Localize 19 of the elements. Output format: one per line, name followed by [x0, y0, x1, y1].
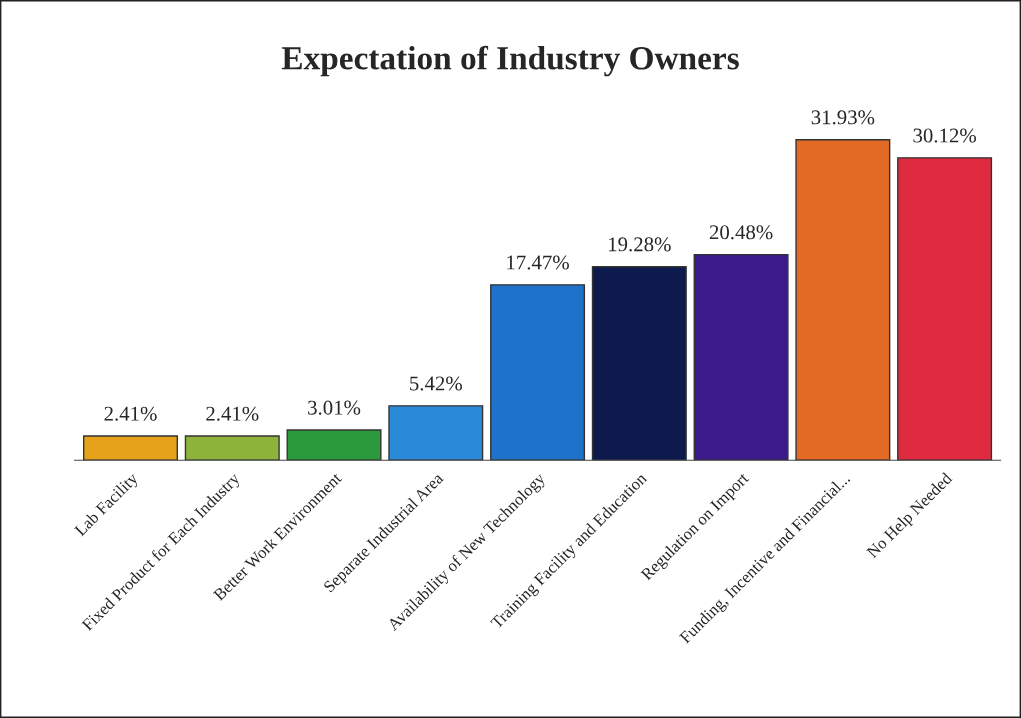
- data-label: 3.01%: [308, 400, 361, 415]
- data-label: 17.47%: [507, 255, 569, 270]
- bar: [693, 253, 789, 461]
- bar: [286, 429, 382, 461]
- bar: [388, 405, 484, 461]
- bar: [82, 435, 179, 461]
- chart-title: Expectation of Industry Owners: [281, 45, 739, 77]
- data-label: 31.93%: [811, 110, 875, 125]
- bar: [591, 265, 687, 461]
- bar: [490, 284, 586, 461]
- data-label: 2.41%: [206, 406, 259, 421]
- bar: [795, 139, 891, 461]
- data-label: 30.12%: [913, 128, 977, 143]
- bar: [897, 157, 993, 461]
- bar: [184, 435, 280, 461]
- data-label: 20.48%: [709, 225, 773, 240]
- data-label: 2.41%: [104, 406, 157, 421]
- data-label: 19.28%: [609, 237, 671, 252]
- data-label: 5.42%: [410, 376, 462, 391]
